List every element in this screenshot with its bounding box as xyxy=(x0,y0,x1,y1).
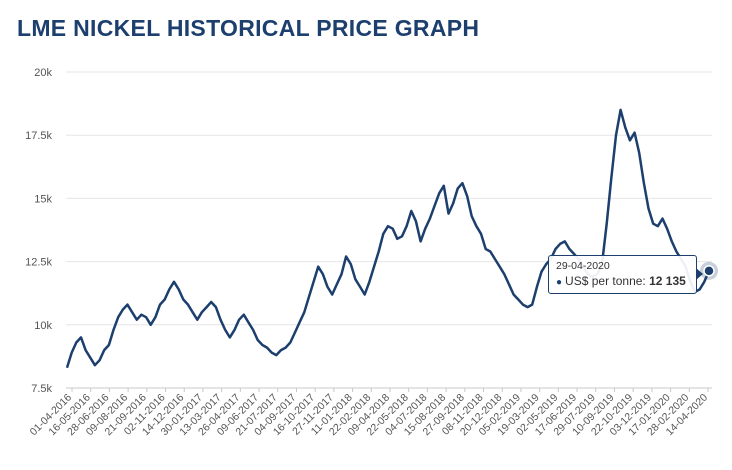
series-line[interactable] xyxy=(65,108,711,369)
y-axis: 7.5k 10k 12.5k 15k 17.5k 20k xyxy=(25,67,52,395)
y-tick-label: 7.5k xyxy=(31,383,52,395)
tooltip-value: 12 135 xyxy=(649,274,686,288)
grid xyxy=(66,71,712,389)
tooltip-label: US$ per tonne: xyxy=(565,274,646,288)
y-tick-label: 10k xyxy=(34,320,52,332)
hover-point[interactable] xyxy=(703,265,715,277)
y-tick-label: 17.5k xyxy=(25,130,52,142)
y-tick-label: 20k xyxy=(34,67,52,79)
series-layer[interactable] xyxy=(65,108,718,369)
tooltip: 29-04-2020 ● US$ per tonne: 12 135 xyxy=(548,255,703,294)
chart-title: LME NICKEL HISTORICAL PRICE GRAPH xyxy=(17,15,480,41)
y-tick-label: 15k xyxy=(34,193,52,205)
y-tick-label: 12.5k xyxy=(25,257,52,269)
tooltip-date: 29-04-2020 xyxy=(556,260,610,272)
tooltip-dot-icon: ● xyxy=(556,277,563,288)
x-axis: 01-04-201616-05-201628-06-201609-08-2016… xyxy=(28,388,710,438)
tooltip-row: ● US$ per tonne: 12 135 xyxy=(556,273,689,291)
